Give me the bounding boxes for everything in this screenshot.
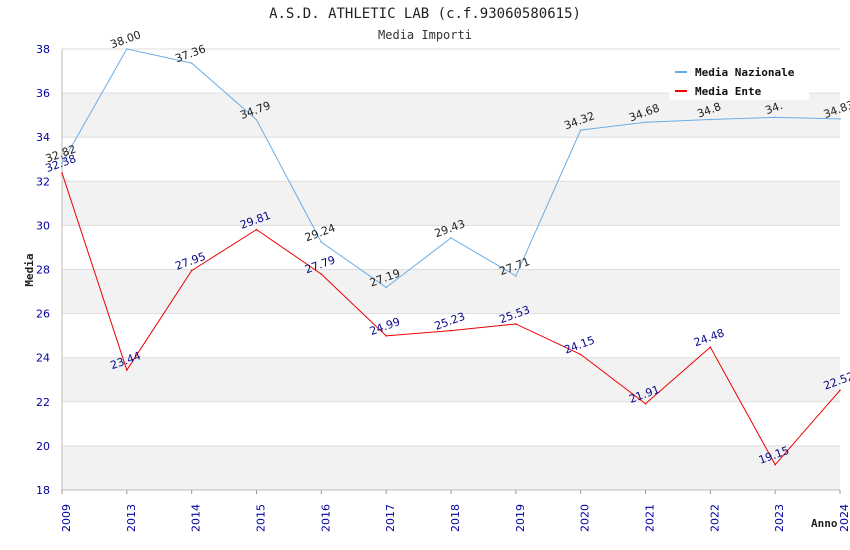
grid-band (62, 313, 840, 358)
data-point (450, 329, 452, 332)
y-tick-label: 26 (36, 308, 50, 321)
y-tick-label: 30 (36, 219, 50, 232)
data-point (385, 335, 387, 337)
data-point (190, 62, 193, 64)
axes (61, 49, 840, 491)
data-point (774, 463, 776, 466)
data-point (385, 286, 387, 289)
data-point (709, 346, 712, 348)
chart-title: A.S.D. ATHLETIC LAB (c.f.93060580615) (269, 6, 581, 22)
y-tick-label: 18 (36, 484, 50, 497)
y-tick-label: 28 (36, 264, 50, 277)
x-tick-label: 2020 (579, 504, 592, 532)
y-tick-label: 32 (36, 175, 50, 188)
x-tick-label: 2024 (838, 504, 850, 532)
legend-box (669, 60, 809, 100)
data-point (839, 118, 841, 120)
data-point (255, 228, 258, 231)
data-point (709, 118, 712, 121)
data-point (190, 269, 193, 272)
grid-band (62, 225, 840, 270)
data-point (515, 323, 517, 325)
data-point (515, 275, 517, 277)
data-point (61, 162, 63, 165)
data-point (644, 121, 647, 124)
legend-label: Media Nazionale (695, 66, 795, 79)
x-tick-label: 2019 (514, 504, 527, 532)
y-tick-label: 24 (36, 352, 50, 365)
legend: Media Nazionale Media Ente (669, 60, 809, 100)
data-point (774, 116, 776, 119)
grid-band (62, 269, 840, 314)
x-tick-label: 2016 (319, 504, 332, 532)
y-tick-label: 34 (36, 131, 50, 144)
y-axis-ticks: 18 20 22 24 26 28 30 32 34 36 38 (36, 43, 50, 497)
x-axis-label: Anno (811, 517, 838, 530)
legend-label: Media Ente (695, 85, 762, 98)
x-tick-label: 2022 (708, 504, 721, 532)
data-label: 34. (764, 99, 785, 117)
grid-band (62, 137, 840, 182)
grid-band (62, 357, 840, 402)
data-point (320, 241, 323, 243)
x-tick-label: 2013 (125, 504, 138, 532)
grid-band (62, 181, 840, 226)
data-label: 38.00 (109, 28, 143, 51)
data-point (644, 402, 647, 405)
y-tick-label: 36 (36, 87, 50, 100)
x-tick-label: 2014 (190, 504, 203, 532)
x-tick-label: 2009 (60, 504, 73, 532)
data-point (320, 273, 323, 275)
grid-band (62, 93, 840, 138)
background-bands (62, 49, 840, 490)
data-point (126, 48, 128, 50)
series-lines (61, 48, 841, 466)
x-tick-label: 2023 (773, 504, 786, 532)
data-point (579, 129, 582, 131)
data-point (126, 369, 128, 371)
x-axis-ticks: 2009 2013 2014 2015 2016 2017 2018 2019 2020 2021… (60, 490, 850, 532)
grid-band (62, 445, 840, 490)
chart-subtitle: Media Importi (378, 28, 472, 42)
data-point (839, 389, 841, 392)
x-tick-label: 2021 (644, 504, 657, 532)
y-axis-label: Media (23, 253, 36, 286)
data-point (450, 237, 452, 239)
grid-band (62, 401, 840, 446)
data-point (255, 118, 258, 121)
y-tick-label: 38 (36, 43, 50, 56)
x-tick-label: 2018 (449, 504, 462, 532)
y-tick-label: 20 (36, 440, 50, 453)
x-tick-label: 2017 (384, 504, 397, 532)
data-point (61, 172, 63, 174)
x-tick-label: 2015 (255, 504, 268, 532)
y-tick-label: 22 (36, 396, 50, 409)
data-point (579, 353, 582, 356)
